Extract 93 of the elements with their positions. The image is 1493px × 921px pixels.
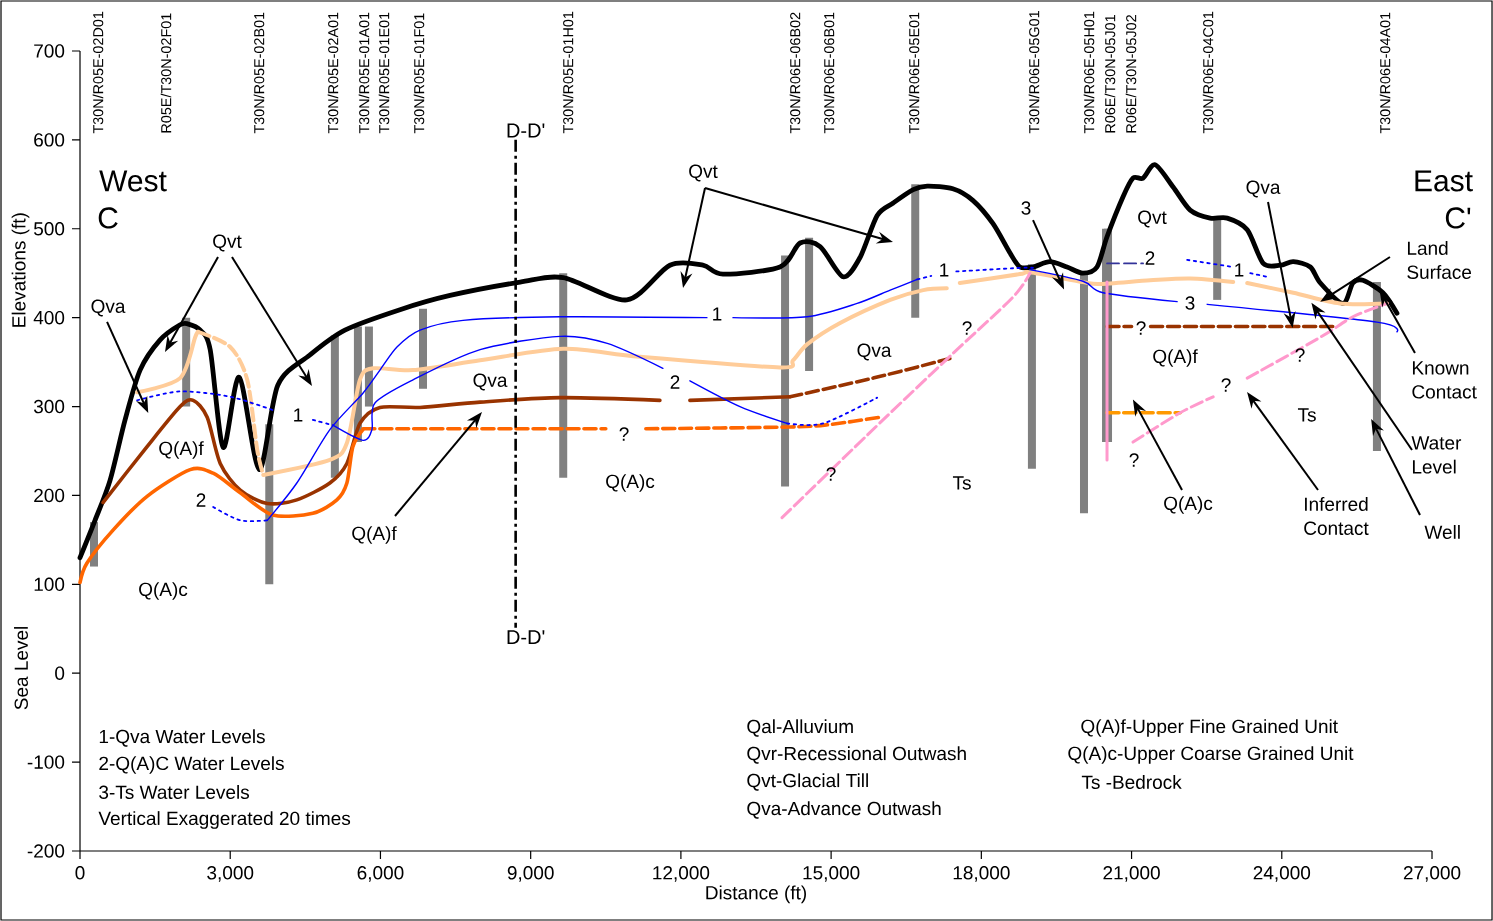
x-tick-label: 12,000 <box>653 866 710 882</box>
annotation: 3 <box>1021 201 1031 215</box>
annotation: T30N/R05E-01H01 <box>562 11 574 134</box>
annotation: Qva <box>91 299 126 317</box>
annotation: 1 <box>940 263 949 277</box>
annotation: Qvt-Glacial Till <box>747 773 868 791</box>
annotation: T30N/R05E-01A01 <box>358 12 370 134</box>
x-tick-label: 21,000 <box>1103 866 1160 882</box>
annotation: 2-Q(A)C Water Levels <box>99 756 284 774</box>
text: D-D' <box>507 123 545 138</box>
annotation: C <box>98 207 118 229</box>
annotation: Q(A)f <box>352 526 397 544</box>
annotation: Well <box>1424 525 1460 539</box>
annotation: Q(A)f <box>1153 349 1198 367</box>
annotation: T30N/R05E-01E01 <box>378 12 390 134</box>
x-tick-label: 3,000 <box>207 866 254 882</box>
annotation: R05E/T30N-02F01 <box>160 13 172 133</box>
annotation: ? <box>1295 348 1305 362</box>
annotation: 3 <box>1185 296 1195 310</box>
annotation: ? <box>962 321 972 335</box>
annotation: ? <box>1136 321 1146 335</box>
annotation: East <box>1415 170 1473 192</box>
text: C' <box>1445 207 1471 229</box>
y-tick-label: 0 <box>55 666 65 680</box>
text: Sea Level <box>14 627 28 710</box>
annotation: 2 <box>1145 251 1155 265</box>
annotation: 2 <box>670 375 680 389</box>
annotation: T30N/R05E-02D01 <box>92 11 104 134</box>
x-axis-title: Distance (ft) <box>706 885 807 904</box>
x-tick-label: 24,000 <box>1253 866 1311 882</box>
y-tick-label: 500 <box>33 222 65 236</box>
annotation: T30N/R05E-02A01 <box>327 12 339 134</box>
annotation: T30N/R06E-04C01 <box>1202 11 1214 134</box>
annotation: ? <box>619 427 629 441</box>
annotation: Water Level <box>1411 436 1462 474</box>
annotation: 1-Qva Water Levels <box>99 729 265 747</box>
annotation: Qva <box>473 373 508 391</box>
y-tick-label: -100 <box>27 755 65 769</box>
y-tick-label: 100 <box>34 577 65 592</box>
annotation: Qva <box>1246 180 1281 198</box>
annotation: 1 <box>1235 263 1244 277</box>
x-tick-label: 18,000 <box>953 866 1010 882</box>
y-tick-label: 700 <box>34 44 65 58</box>
annotation: Inferred Contact <box>1304 497 1369 535</box>
annotation: 2 <box>196 493 206 507</box>
annotation: Ts -Bedrock <box>1081 775 1182 789</box>
annotation: Land Surface <box>1407 241 1472 279</box>
annotation: 3-Ts Water Levels <box>99 785 250 799</box>
annotation: Qva <box>857 343 892 361</box>
annotation: T30N/R06E-05G01 <box>1028 11 1040 134</box>
annotation: Q(A)c <box>139 582 188 600</box>
annotation: Qvt <box>213 234 242 252</box>
annotation: T30N/R06E-04A01 <box>1379 12 1391 134</box>
annotation: ? <box>1221 378 1231 392</box>
annotation: Qva-Advance Outwash <box>747 801 941 819</box>
annotation: Qvt <box>1138 210 1167 228</box>
y-tick-label: 400 <box>33 310 65 325</box>
annotation: R06E/T30N-05J01 <box>1104 15 1116 133</box>
annotation: Q(A)f-Upper Fine Grained Unit <box>1081 719 1338 737</box>
annotation: Ts <box>1297 408 1316 422</box>
annotation: T30N/R06E-06B01 <box>823 12 835 134</box>
annotation: T30N/R06E-05H01 <box>1083 11 1095 134</box>
annotation: T30N/R05E-02B01 <box>253 12 265 134</box>
annotation: Known Contact <box>1412 361 1477 399</box>
annotation: ? <box>1129 453 1139 467</box>
annotation: ? <box>826 467 836 481</box>
annotation: Ts <box>952 476 971 490</box>
annotation: Q(A)f <box>159 441 204 459</box>
annotation: Qal-Alluvium <box>747 719 853 737</box>
annotation: R06E/T30N-05J02 <box>1125 15 1137 133</box>
annotation: Vertical Exaggerated 20 times <box>98 811 351 829</box>
annotation: Q(A)c <box>1164 496 1213 514</box>
annotation: T30N/R06E-06B02 <box>789 12 801 134</box>
annotation: 1 <box>713 307 722 321</box>
annotation: West <box>99 170 167 192</box>
annotation: Q(A)c <box>606 474 655 492</box>
annotation: Q(A)c-Upper Coarse Grained Unit <box>1068 746 1354 764</box>
x-tick-label: 6,000 <box>357 866 404 882</box>
x-tick-label: 0 <box>75 866 85 880</box>
x-tick-label: 15,000 <box>803 866 860 882</box>
annotation: Qvr-Recessional Outwash <box>747 746 966 764</box>
annotation: T30N/R06E-05E01 <box>908 12 920 134</box>
y-tick-label: 600 <box>34 133 65 147</box>
y-tick-label: 200 <box>34 488 65 503</box>
ref-line-label: D-D' <box>507 630 545 644</box>
annotation: T30N/R05E-01F01 <box>413 13 425 134</box>
x-tick-label: 27,000 <box>1403 866 1461 882</box>
x-tick-label: 9,000 <box>507 866 554 882</box>
annotation: Qvt <box>689 164 718 182</box>
annotation: 1 <box>294 408 303 422</box>
y-tick-label: -200 <box>27 844 65 858</box>
y-tick-label: 300 <box>33 399 65 414</box>
y-axis-title: Elevations (ft) <box>11 213 30 327</box>
